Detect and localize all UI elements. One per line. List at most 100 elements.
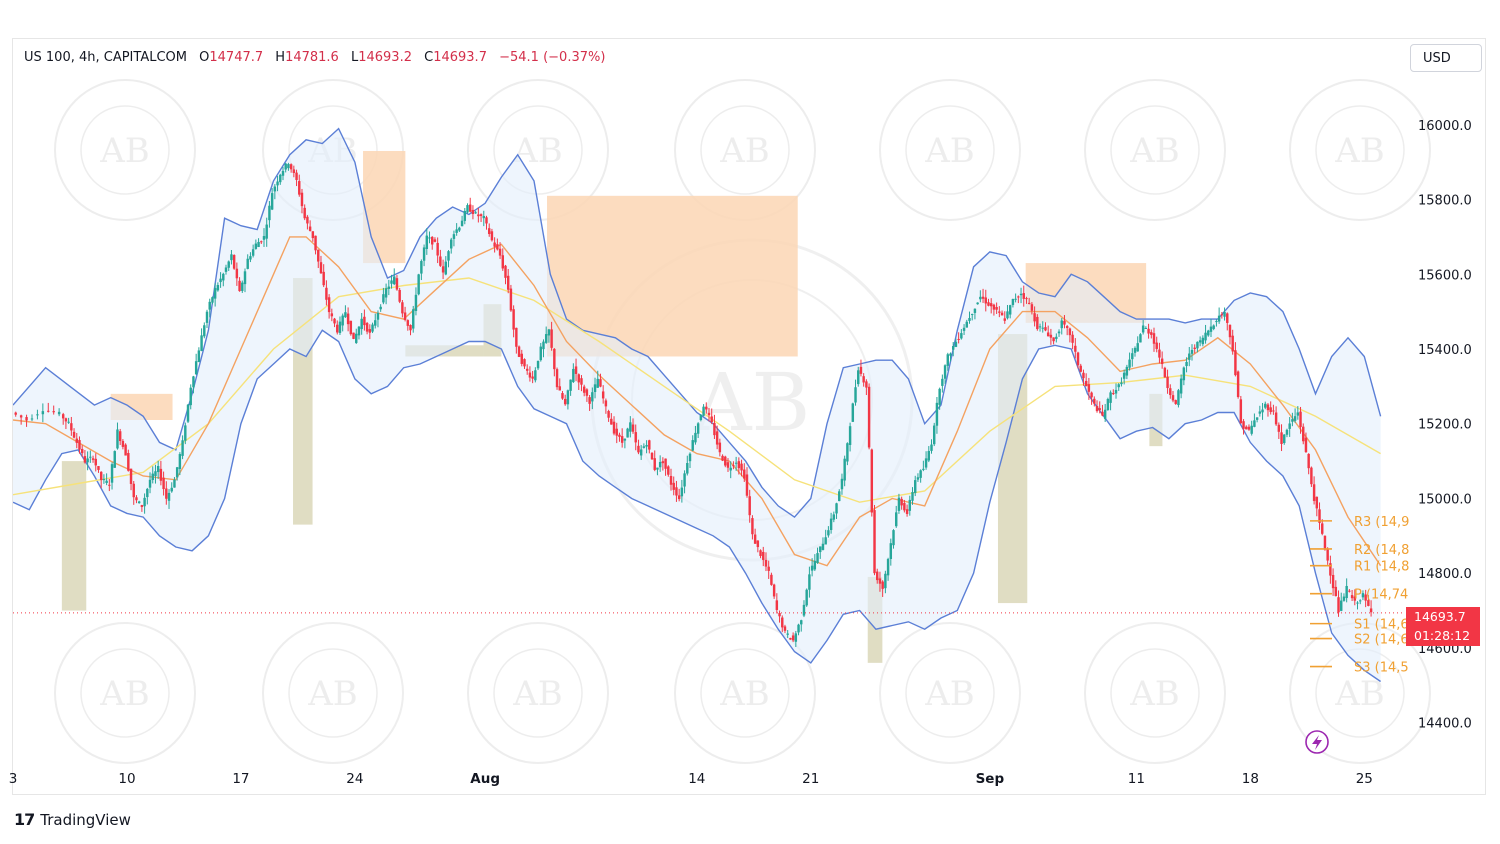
candle-body: [135, 497, 138, 501]
currency-button[interactable]: USD: [1410, 44, 1482, 72]
candle-body: [376, 312, 380, 320]
watermark-seal: AB: [674, 622, 816, 764]
watermark-seal: AB: [879, 79, 1021, 221]
candle-body: [433, 239, 437, 242]
candle-body: [645, 444, 648, 447]
candle-body: [1223, 311, 1226, 317]
open-label: O: [199, 50, 210, 65]
candle-body: [574, 366, 578, 374]
high-label: H: [275, 50, 286, 65]
candle-body: [1125, 366, 1129, 376]
candle-body: [173, 479, 176, 488]
candle-body: [387, 286, 391, 289]
price-axis[interactable]: 16000.0 15800.0 15600.0 15400.0 15200.0 15000…: [1418, 119, 1472, 732]
candle-body: [601, 391, 605, 399]
candle-body: [821, 543, 825, 550]
candle-body: [1174, 400, 1177, 404]
candle-body: [230, 254, 233, 261]
candle-body: [19, 415, 23, 418]
candle-body: [916, 477, 920, 480]
candle-body: [794, 633, 798, 642]
tradingview-logo[interactable]: 17 TradingView: [14, 810, 131, 829]
candle-body: [1315, 496, 1319, 509]
candle-body: [957, 338, 960, 340]
candle-body: [1117, 384, 1120, 388]
candle-body: [843, 458, 846, 481]
candle-body: [639, 449, 643, 456]
candle-body: [808, 574, 811, 590]
candle-body: [922, 468, 925, 470]
candle-body: [762, 551, 765, 560]
candle-body: [1364, 594, 1367, 601]
candle-body: [938, 388, 941, 405]
candle-body: [1296, 412, 1300, 416]
candle-body: [1101, 411, 1104, 416]
candle-body: [1215, 321, 1218, 323]
candle-body: [696, 423, 700, 434]
candle-body: [903, 503, 906, 511]
candle-body: [759, 550, 762, 556]
price-tick-label: 15200.0: [1418, 418, 1472, 433]
candle-body: [862, 376, 865, 383]
candle-body: [1044, 327, 1047, 331]
candle-body: [368, 329, 372, 333]
candle-body: [246, 258, 249, 269]
candle-body: [1068, 328, 1072, 336]
candle-body: [658, 461, 662, 468]
close-value: 14693.7: [433, 50, 487, 65]
candle-body: [1144, 327, 1148, 329]
candle-body: [566, 390, 570, 405]
candle-body: [932, 425, 936, 445]
candle-body: [827, 530, 830, 536]
candle-body: [1052, 337, 1055, 342]
candle-body: [935, 402, 939, 426]
candle-body: [648, 440, 651, 450]
candle-body: [113, 451, 116, 468]
candle-body: [208, 301, 211, 310]
candle-body: [951, 346, 955, 350]
candle-body: [778, 613, 781, 617]
candle-body: [319, 262, 323, 274]
candle-body: [105, 480, 108, 483]
candle-body: [688, 453, 692, 462]
candle-body: [436, 242, 439, 256]
candle-body: [718, 442, 722, 453]
watermark-inner-ring: [80, 648, 170, 738]
candle-body: [550, 329, 553, 348]
candle-body: [781, 617, 784, 628]
candle-body: [1131, 353, 1134, 360]
candle-body: [292, 169, 296, 173]
candle-body: [914, 480, 917, 493]
alert-bolt-icon[interactable]: [1305, 730, 1329, 754]
watermark-ring: [1084, 79, 1226, 221]
candle-body: [835, 503, 838, 514]
candle-body: [262, 236, 266, 240]
time-tick-label: 17: [232, 771, 249, 787]
candle-body: [336, 324, 339, 333]
candle-body: [146, 488, 149, 498]
candle-body: [431, 236, 434, 245]
watermark-inner-ring: [493, 648, 583, 738]
candle-body: [721, 455, 724, 461]
candle-body: [838, 491, 841, 502]
candle-body: [1198, 340, 1202, 343]
time-axis[interactable]: 3 10 17 24 Aug 14 21 Sep 11 18 25: [9, 771, 1373, 787]
candle-body: [167, 492, 171, 501]
candle-body: [995, 307, 998, 310]
candle-body: [295, 172, 298, 180]
symbol-label[interactable]: US 100, 4h, CAPITALCOM: [24, 50, 187, 65]
candle-body: [900, 498, 903, 506]
candle-body: [311, 231, 315, 239]
candle-body: [699, 414, 703, 421]
candle-body: [154, 471, 157, 477]
candle-body: [213, 288, 217, 299]
candle-body: [374, 320, 377, 326]
candle-body: [487, 228, 491, 235]
pivot-label: S3 (14,5: [1354, 661, 1409, 676]
candle-body: [743, 469, 746, 479]
candle-body: [498, 248, 502, 256]
candle-body: [401, 302, 404, 314]
candle-body: [330, 313, 334, 317]
candle-body: [243, 271, 247, 285]
